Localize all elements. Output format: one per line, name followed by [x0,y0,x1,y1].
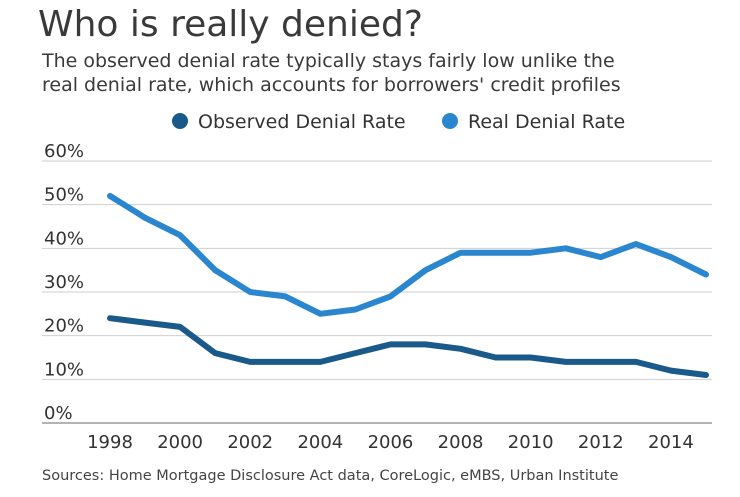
x-tick-label: 2002 [227,432,273,453]
x-tick-label: 2008 [438,432,484,453]
y-tick-label: 40% [44,228,84,249]
legend: Observed Denial Rate Real Denial Rate [172,111,625,133]
x-tick-label: 2014 [648,432,694,453]
x-tick-label: 2010 [508,432,554,453]
x-tick-label: 2006 [368,432,414,453]
y-tick-label: 60% [44,141,84,162]
chart-source-note: Sources: Home Mortgage Disclosure Act da… [42,468,619,484]
legend-marker-real [442,113,458,129]
x-tick-label: 2004 [297,432,343,453]
chart-subtitle-line-1: The observed denial rate typically stays… [42,50,615,72]
chart-title: Who is really denied? [38,4,423,45]
y-tick-label: 30% [44,272,84,293]
y-tick-label: 50% [44,185,84,206]
y-tick-label: 20% [44,316,84,337]
legend-label-observed: Observed Denial Rate [198,111,406,133]
series-line-observed [107,315,709,378]
y-tick-label: 10% [44,359,84,380]
gridlines [42,160,712,424]
x-tick-label: 2012 [578,432,624,453]
y-axis-ticks: 0% 10% 20% 30% 40% 50% 60% [44,141,84,424]
legend-marker-observed [172,113,188,129]
legend-label-real: Real Denial Rate [468,111,625,133]
y-tick-label: 0% [44,403,73,424]
x-tick-label: 2000 [157,432,203,453]
series-lines [107,192,709,378]
x-axis-ticks: 1998 2000 2002 2004 2006 2008 2010 2012 2014 [87,432,694,453]
x-tick-label: 1998 [87,432,133,453]
chart-subtitle-line-2: real denial rate, which accounts for bor… [42,74,621,96]
series-line-real [107,192,709,317]
